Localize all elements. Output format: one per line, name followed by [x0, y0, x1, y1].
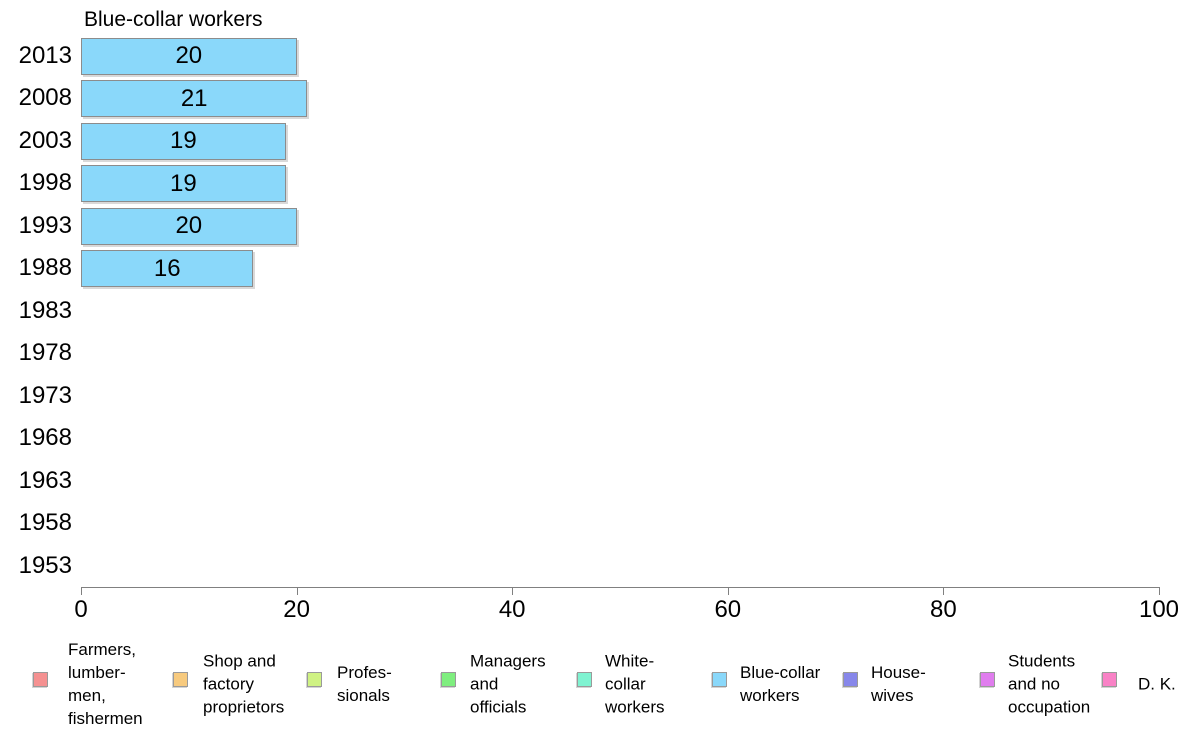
y-tick-label: 1978 [18, 339, 72, 367]
legend-label: D. K. [1138, 674, 1176, 694]
bar-value-label: 21 [180, 84, 208, 112]
y-tick-label: 2008 [18, 84, 72, 112]
x-axis-tick-label: 0 [74, 596, 88, 623]
legend-label: Blue-collar workers [740, 663, 821, 705]
y-tick-label: 1958 [18, 509, 72, 537]
bar-1988: 16 [81, 250, 254, 288]
bar-value-label: 20 [175, 212, 203, 240]
legend-label: House- wives [871, 663, 926, 705]
y-tick-label: 1973 [18, 381, 72, 409]
y-tick-label: 1988 [18, 254, 72, 282]
x-axis-tick-label: 40 [498, 596, 526, 623]
y-tick-label: 2003 [18, 126, 72, 154]
bar-2008: 21 [81, 80, 308, 118]
bar-1998: 19 [81, 165, 286, 203]
legend-swatch [980, 672, 995, 687]
legend-swatch [577, 672, 592, 687]
bar-1993: 20 [81, 207, 297, 245]
bar-value-label: 16 [153, 254, 181, 282]
y-tick-label: 1968 [18, 424, 72, 452]
bar-2003: 19 [81, 122, 286, 160]
y-tick-label: 1998 [18, 169, 72, 197]
x-axis-tick [943, 587, 945, 595]
y-tick-label: 1983 [18, 296, 72, 324]
y-tick-label: 2013 [18, 42, 72, 69]
legend-swatch [307, 672, 322, 687]
x-axis-tick-label: 60 [714, 596, 742, 623]
x-axis-tick [1159, 587, 1160, 595]
y-tick-label: 1963 [18, 466, 72, 494]
x-axis-tick [727, 587, 729, 595]
legend-swatch [712, 672, 727, 687]
bar-2013: 20 [81, 37, 297, 75]
x-axis-line [81, 587, 1159, 588]
x-axis-tick [296, 587, 298, 595]
x-axis-tick [512, 587, 514, 595]
x-axis-tick-label: 100 [1138, 596, 1180, 623]
x-axis-tick-label: 80 [930, 596, 957, 623]
legend-swatch [441, 672, 456, 687]
y-tick-label: 1953 [18, 551, 72, 579]
x-axis-tick-label: 20 [283, 596, 310, 623]
legend-label: Profes- sionals [337, 663, 392, 705]
legend-label: White- collar workers [605, 651, 665, 717]
x-axis-tick [81, 587, 82, 595]
y-tick-label: 1993 [18, 211, 72, 239]
legend-swatch [843, 672, 858, 687]
legend-label: Farmers, lumber- men, fishermen [68, 640, 143, 728]
legend-label: Managers and officials [470, 651, 546, 717]
bar-value-label: 19 [170, 127, 197, 155]
chart-title: Blue-collar workers [84, 8, 263, 31]
legend-swatch [173, 672, 188, 687]
bar-value-label: 19 [170, 169, 197, 197]
legend-swatch [1102, 672, 1117, 687]
legend-label: Students and no occupation [1008, 651, 1091, 717]
bar-value-label: 20 [175, 42, 203, 70]
legend-label: Shop and factory proprietors [203, 651, 285, 717]
legend-swatch [33, 672, 48, 687]
